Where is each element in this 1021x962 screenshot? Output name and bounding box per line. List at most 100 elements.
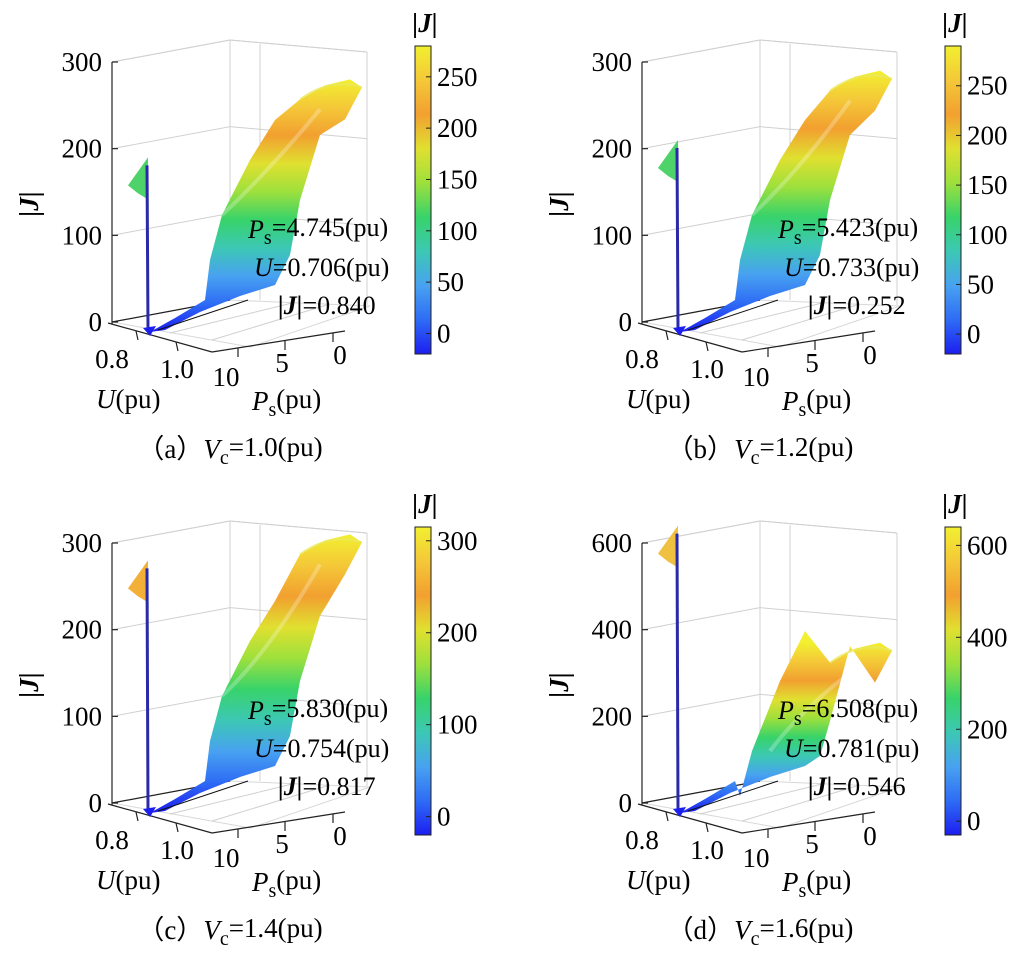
annotation-pointer — [687, 299, 779, 331]
surface-fold — [220, 108, 322, 217]
ps-tick-label: 10 — [213, 843, 240, 873]
grid-floor-line — [741, 303, 861, 341]
z-tick-label: 100 — [62, 220, 103, 250]
surface-spike-base — [673, 807, 686, 817]
colorbar-title: |J| — [942, 8, 967, 38]
u-tick-mark — [705, 341, 709, 352]
surface-fold — [768, 671, 852, 753]
annotation-ps: Ps=5.830(pu) — [247, 694, 388, 730]
u-axis-line — [107, 322, 213, 353]
z-tick-label: 300 — [62, 528, 103, 558]
ps-tick-label: 0 — [863, 821, 877, 851]
grid-z-line — [759, 39, 898, 53]
z-tick-label: 600 — [592, 528, 633, 558]
u-tick-label: 0.8 — [625, 344, 659, 374]
annotation-u: U=0.706(pu) — [254, 253, 389, 282]
grid-z-line — [229, 520, 368, 534]
surface-c — [128, 534, 363, 817]
surface-spike-flag — [658, 525, 678, 568]
annotation-u: U=0.733(pu) — [784, 253, 919, 282]
u-tick-mark — [135, 811, 139, 822]
z-tick-label: 100 — [592, 220, 633, 250]
surface-body — [680, 70, 892, 333]
z-tick-label: 100 — [62, 701, 103, 731]
u-tick-label: 0.8 — [95, 825, 129, 855]
ps-axis-line — [741, 811, 876, 834]
ps-axis-line — [211, 811, 346, 834]
z-tick-label: 0 — [619, 307, 633, 337]
caption-d: （d）Vc=1.6(pu) — [667, 913, 854, 950]
grid-z-line — [759, 520, 898, 534]
annotation-u: U=0.754(pu) — [254, 734, 389, 763]
surface-fold — [750, 99, 852, 217]
u-tick-mark — [665, 330, 669, 341]
colorbar-tick-label: 100 — [967, 220, 1008, 250]
grid-z-line — [111, 126, 231, 150]
colorbar-tick-label: 400 — [967, 622, 1008, 652]
surface-spike-line — [675, 147, 680, 329]
annotation-j: |J|=0.817 — [278, 772, 376, 801]
u-tick-mark — [175, 822, 179, 833]
colorbar-tick-label: 200 — [967, 120, 1008, 150]
grid-floor-line — [699, 302, 823, 334]
colorbar-tick-label: 300 — [437, 526, 478, 556]
u-axis-line — [637, 803, 743, 834]
surface-ridge — [299, 538, 363, 556]
ps-tick-label: 10 — [743, 362, 770, 392]
annotation-u: U=0.781(pu) — [784, 734, 919, 763]
surface-d — [658, 525, 893, 817]
ps-tick-label: 10 — [743, 843, 770, 873]
grid-z-line — [641, 212, 761, 236]
ps-tick-label: 5 — [805, 829, 819, 859]
grid-z-line — [641, 693, 761, 717]
surface-b — [658, 70, 893, 336]
ps-axis-title: Ps(pu) — [251, 384, 321, 421]
colorbar-title: |J| — [942, 489, 967, 519]
ps-axis-title: Ps(pu) — [781, 384, 851, 421]
u-tick-mark — [705, 822, 709, 833]
ps-tick-label: 5 — [805, 348, 819, 378]
surface-body — [150, 534, 362, 813]
grid-z-line — [111, 39, 231, 63]
colorbar-tick-label: 150 — [437, 164, 478, 194]
u-tick-label: 1.0 — [160, 354, 194, 384]
colorbar-tick-label: 50 — [967, 269, 994, 299]
annotation-pointer — [157, 780, 249, 812]
surface-body — [150, 79, 362, 332]
ps-tick-label: 10 — [213, 362, 240, 392]
u-tick-label: 1.0 — [690, 354, 724, 384]
ps-axis-title: Ps(pu) — [781, 865, 851, 902]
u-tick-label: 1.0 — [690, 835, 724, 865]
z-tick-label: 200 — [592, 701, 633, 731]
u-axis-title: U(pu) — [96, 865, 160, 895]
surface-spike-flag — [658, 140, 678, 182]
z-tick-label: 200 — [592, 134, 633, 164]
colorbar-a — [414, 45, 432, 355]
colorbar-tick-label: 200 — [437, 113, 478, 143]
grid-z-line — [111, 520, 231, 544]
colorbar-tick-label: 200 — [967, 714, 1008, 744]
annotation-ps: Ps=5.423(pu) — [777, 213, 918, 249]
ps-tick-label: 0 — [863, 340, 877, 370]
colorbar-tick-label: 100 — [437, 710, 478, 740]
surface-spike-base — [673, 326, 686, 336]
u-axis-title: U(pu) — [626, 384, 690, 414]
colorbar-tick-label: 0 — [967, 319, 981, 349]
z-tick-label: 0 — [89, 788, 103, 818]
grid-floor-line — [169, 302, 293, 334]
annotation-j: |J|=0.840 — [278, 291, 376, 320]
surface-ridge — [829, 74, 893, 92]
grid-z-line — [229, 39, 368, 53]
annotation-ps: Ps=6.508(pu) — [777, 694, 918, 730]
z-tick-label: 300 — [62, 47, 103, 77]
caption-c: （c）Vc=1.4(pu) — [137, 913, 322, 950]
z-tick-label: 0 — [619, 788, 633, 818]
annotation-pointer — [157, 299, 249, 331]
colorbar-tick-label: 0 — [437, 802, 451, 832]
colorbar-b — [944, 45, 962, 355]
colorbar-title: |J| — [412, 8, 437, 38]
colorbar-tick-label: 50 — [437, 267, 464, 297]
